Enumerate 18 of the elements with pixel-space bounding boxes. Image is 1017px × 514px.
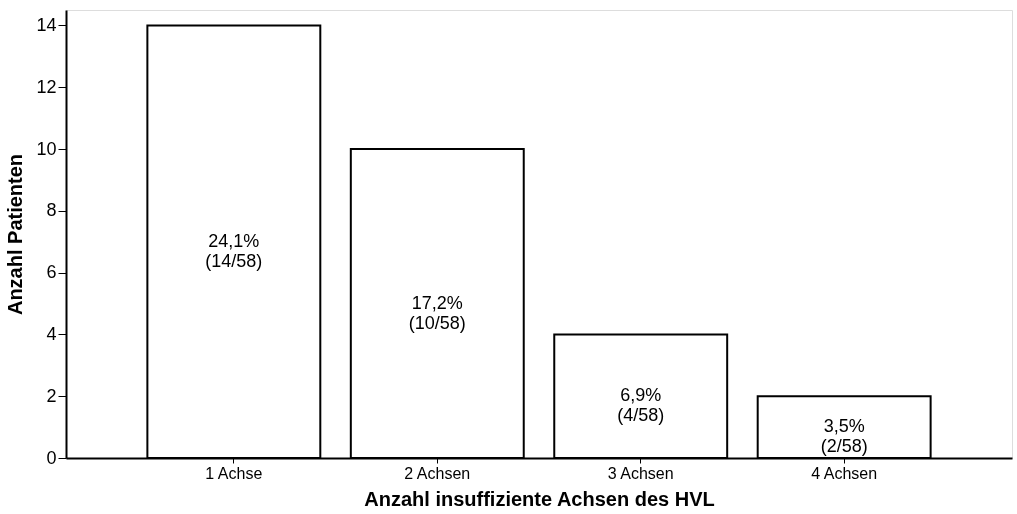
x-tick-label: 4 Achsen (811, 464, 878, 482)
x-tick-label: 2 Achsen (404, 464, 471, 482)
y-tick-label: 0 (46, 447, 57, 468)
y-tick-label: 8 (46, 200, 57, 221)
x-tick-label: 1 Achse (205, 464, 263, 482)
data-label: 24,1% (14/58) (205, 230, 263, 271)
data-label: 3,5% (2/58) (820, 416, 868, 457)
y-tick-label: 14 (36, 14, 57, 35)
y-tick-label: 10 (36, 138, 57, 159)
y-tick-label: 6 (46, 262, 57, 283)
data-label: 17,2% (10/58) (408, 292, 466, 333)
y-tick-label: 4 (46, 323, 57, 344)
y-tick-label: 2 (46, 385, 57, 406)
x-tick-label: 3 Achsen (607, 464, 674, 482)
y-tick-label: 12 (36, 76, 57, 97)
x-axis-title: Anzahl insuffiziente Achsen des HVL (364, 487, 715, 510)
data-label: 6,9% (4/58) (617, 385, 665, 426)
y-axis-title: Anzahl Patienten (4, 153, 27, 316)
